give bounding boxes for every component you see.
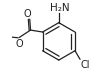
Text: O: O	[15, 39, 23, 49]
Text: Cl: Cl	[81, 60, 90, 70]
Text: O: O	[24, 9, 32, 19]
Text: H₂N: H₂N	[50, 3, 69, 13]
